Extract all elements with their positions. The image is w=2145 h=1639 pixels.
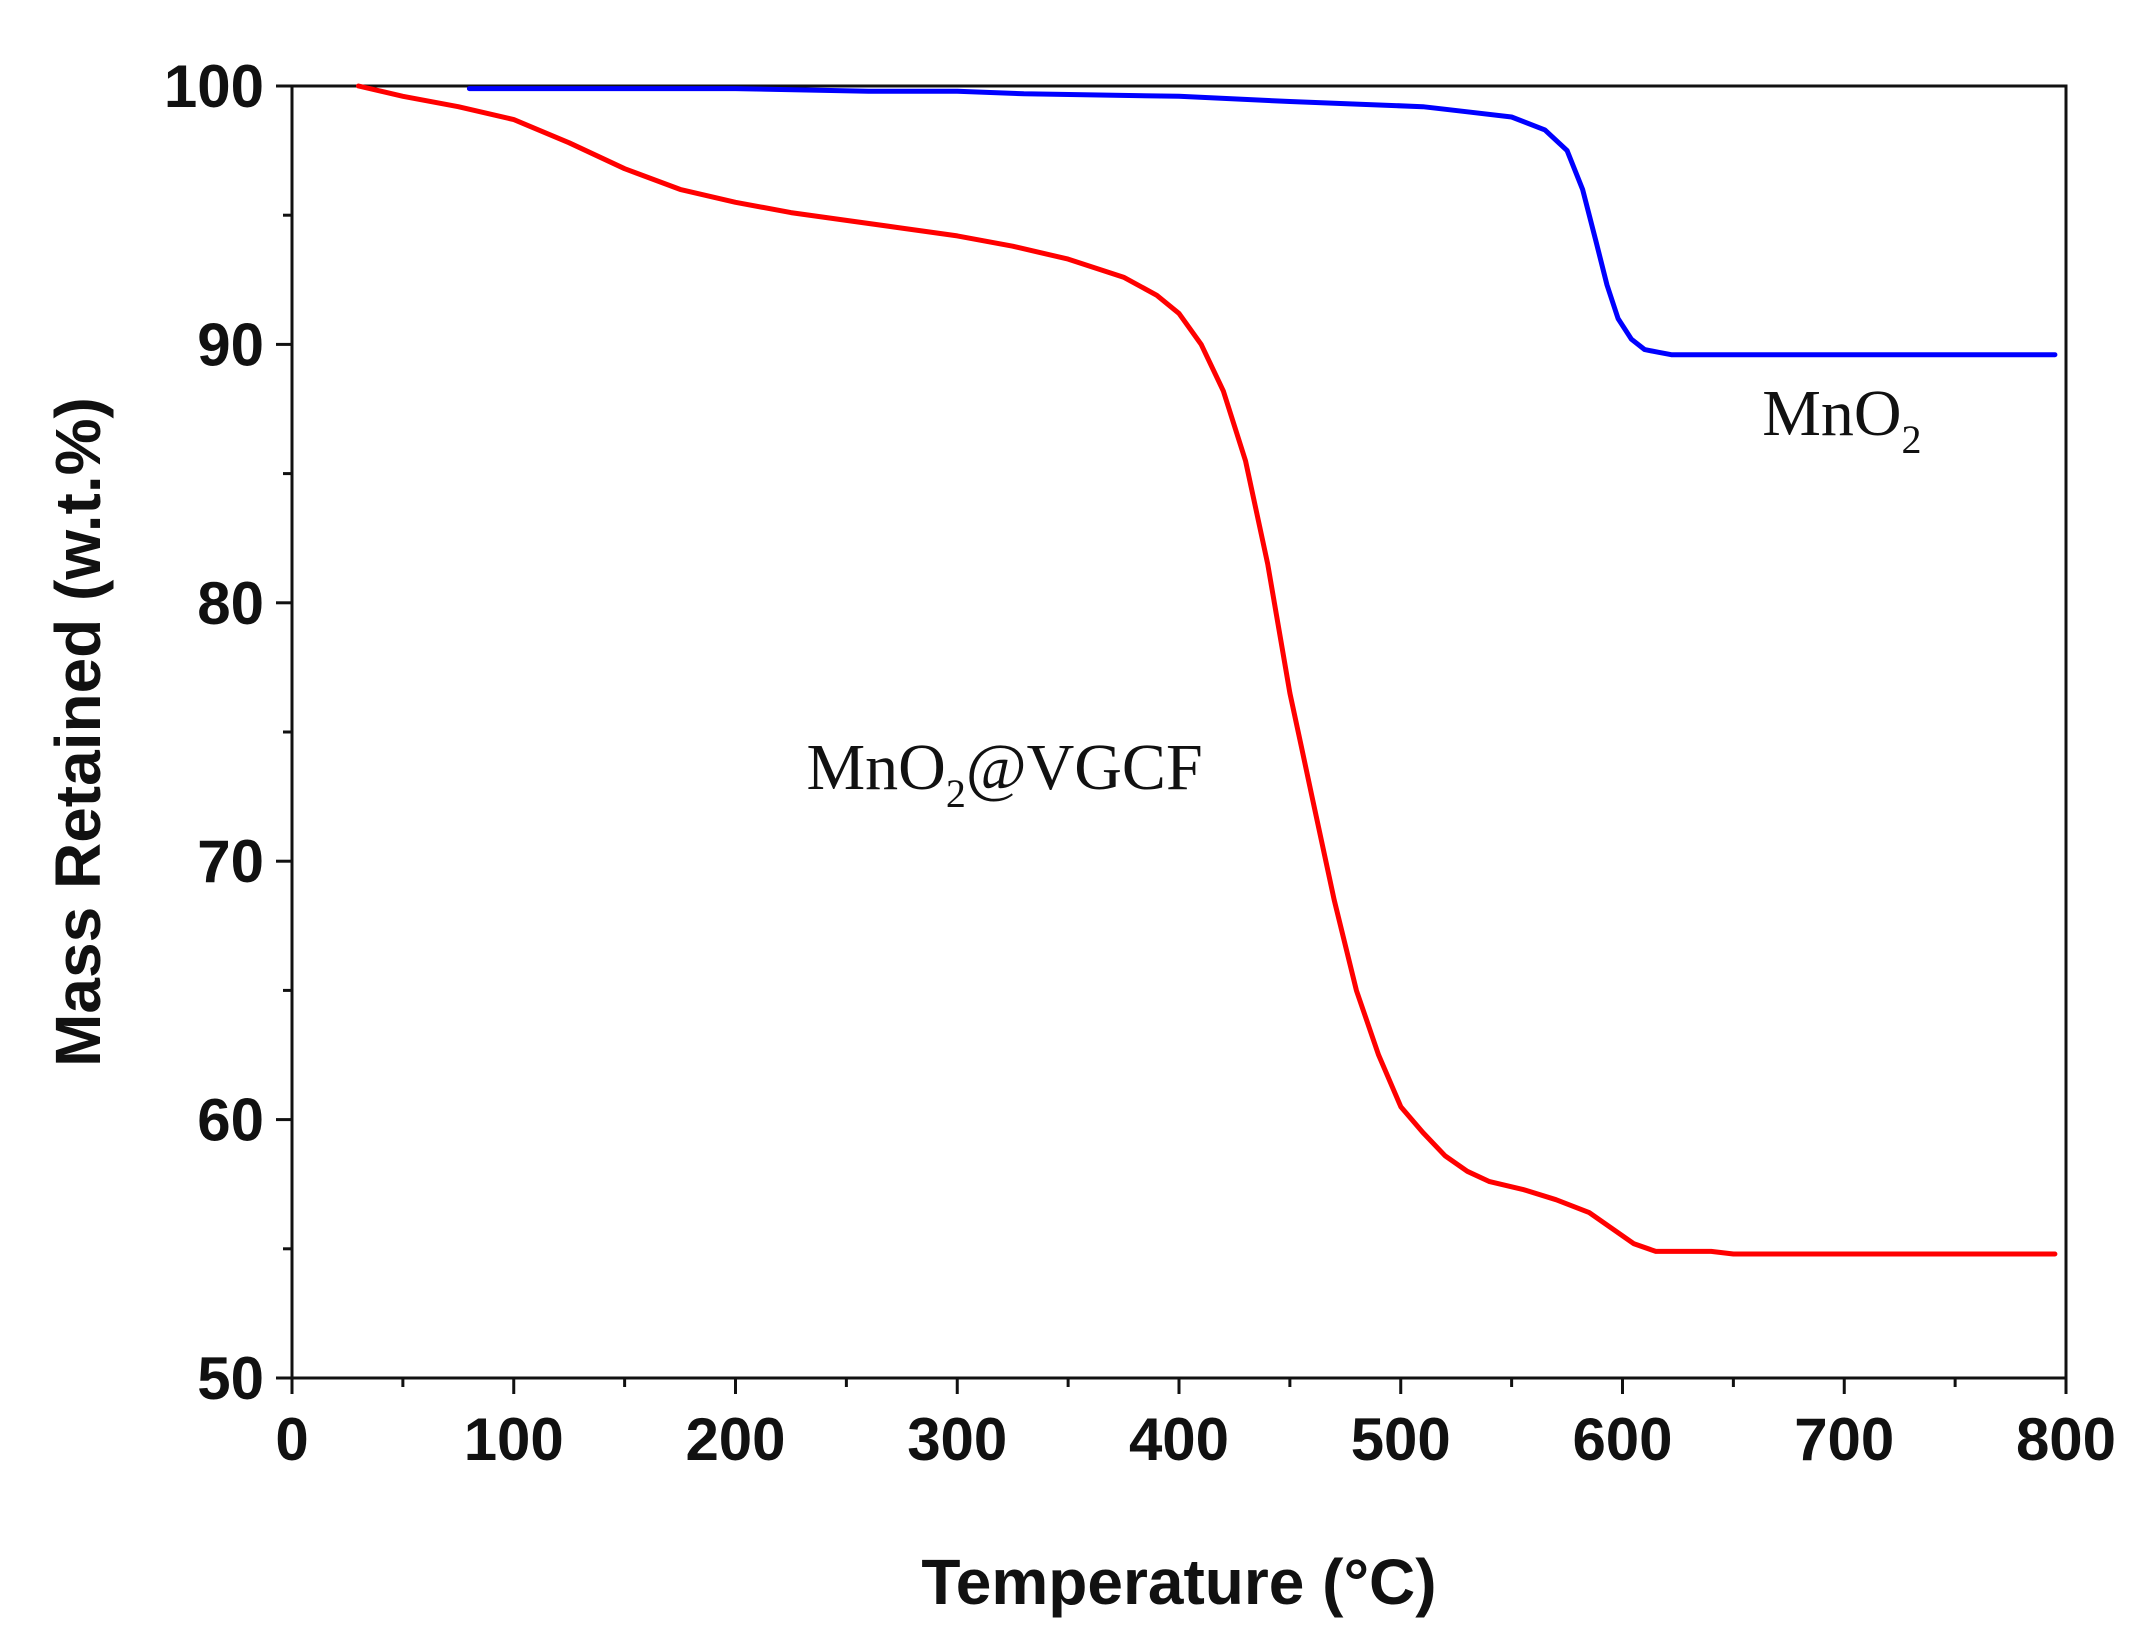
x-tick-label: 400 bbox=[1129, 1406, 1229, 1473]
x-tick-label: 700 bbox=[1794, 1406, 1894, 1473]
x-axis-title-close: ) bbox=[1415, 1546, 1436, 1618]
series-line-mno2 bbox=[466, 86, 2058, 358]
x-tick-label: 300 bbox=[907, 1406, 1007, 1473]
x-axis-title: Temperature (°C) bbox=[921, 1546, 1436, 1618]
annotation-mno2-subscript: 2 bbox=[1902, 417, 1922, 462]
y-tick-label: 50 bbox=[197, 1345, 264, 1412]
series-layer bbox=[356, 83, 2058, 1257]
x-tick-label: 100 bbox=[464, 1406, 564, 1473]
x-tick-label: 0 bbox=[275, 1406, 308, 1473]
y-tick-label: 80 bbox=[197, 570, 264, 637]
x-axis-unit: °C bbox=[1343, 1546, 1415, 1618]
y-tick-labels: 50 60 70 80 90 100 bbox=[164, 53, 264, 1412]
y-tick-label: 60 bbox=[197, 1087, 264, 1154]
annotation-mno2-vgcf: MnO2@VGCF bbox=[806, 731, 1202, 816]
annotation-mno2: MnO2 bbox=[1762, 377, 1921, 462]
annotation-composite-main: MnO bbox=[806, 731, 945, 804]
y-tick-label: 100 bbox=[164, 53, 264, 120]
x-tick-labels: 0 100 200 300 400 500 600 700 800 bbox=[275, 1406, 2116, 1473]
annotation-composite-suffix: @VGCF bbox=[966, 731, 1203, 804]
series-line-mno2-vgcf bbox=[356, 83, 2058, 1257]
annotation-mno2-main: MnO bbox=[1762, 377, 1901, 450]
x-axis-title-text: Temperature ( bbox=[921, 1546, 1344, 1618]
axis-ticks bbox=[276, 84, 2068, 1394]
x-tick-label: 600 bbox=[1572, 1406, 1672, 1473]
y-tick-label: 70 bbox=[197, 828, 264, 895]
y-tick-label: 90 bbox=[197, 311, 264, 378]
y-axis-title: Mass Retained (w.t.%) bbox=[42, 397, 114, 1067]
annotation-composite-subscript: 2 bbox=[946, 771, 966, 816]
x-tick-label: 200 bbox=[685, 1406, 785, 1473]
x-tick-label: 500 bbox=[1351, 1406, 1451, 1473]
x-tick-label: 800 bbox=[2016, 1406, 2116, 1473]
